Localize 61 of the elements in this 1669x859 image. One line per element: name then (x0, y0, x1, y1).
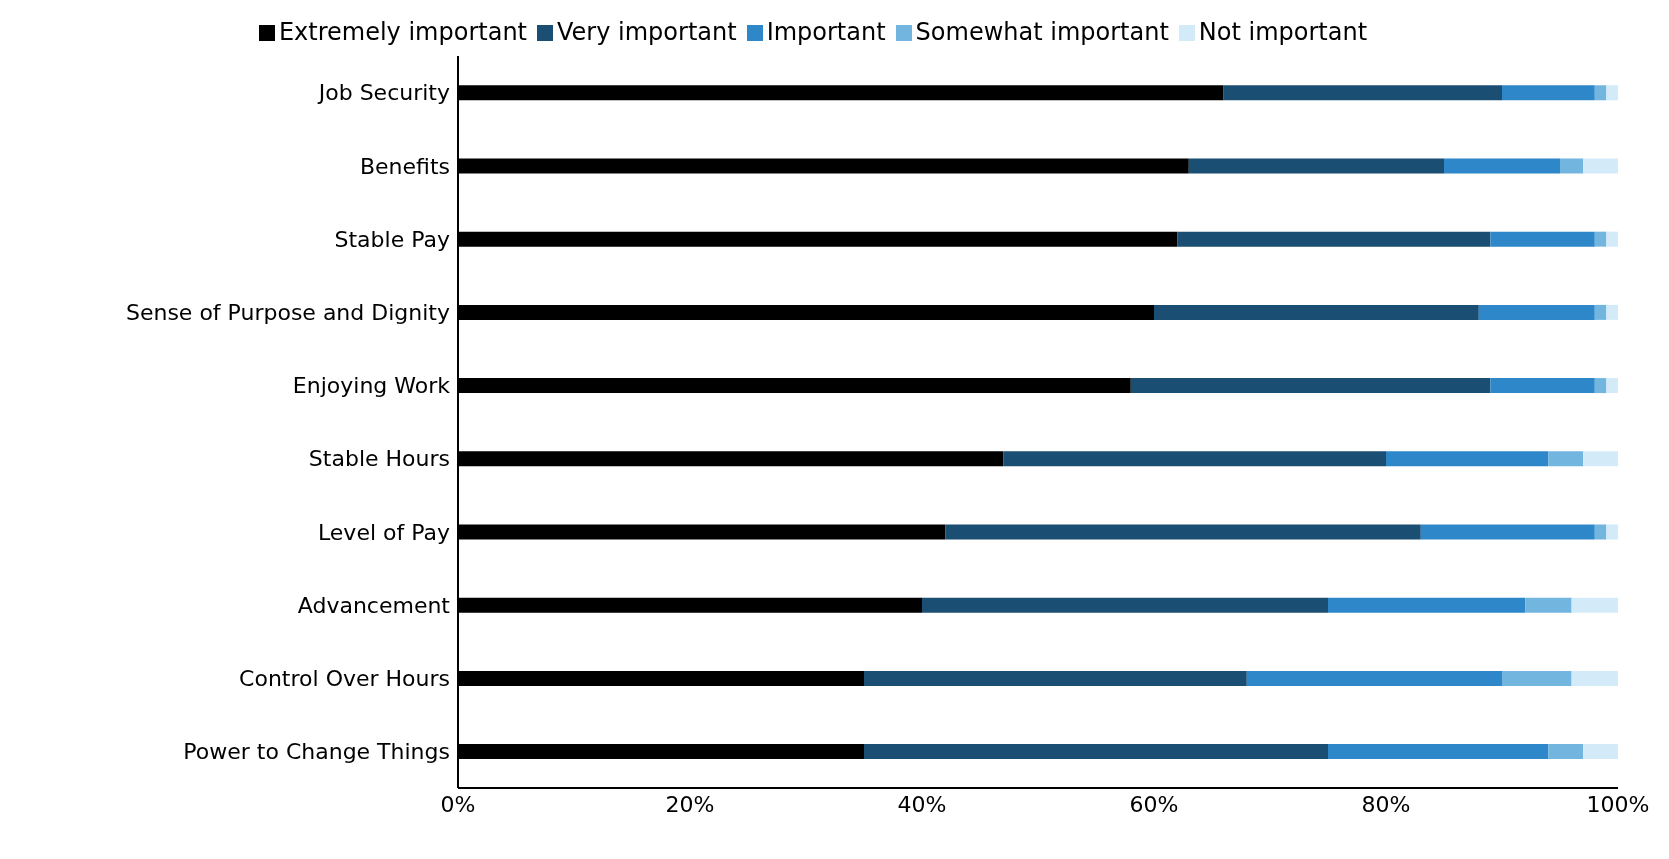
bar (1571, 670, 1618, 686)
x-tick-label: 60% (1129, 791, 1179, 817)
x-tick-label: 20% (665, 791, 715, 817)
bar (1594, 524, 1607, 540)
y-tick-label: Enjoying Work (292, 373, 451, 399)
y-tick-label: Stable Hours (308, 446, 450, 472)
bar (1583, 158, 1618, 174)
bar (1223, 85, 1502, 101)
bar (1154, 304, 1479, 320)
bar (1525, 597, 1572, 613)
bar (945, 524, 1421, 540)
bar (864, 670, 1247, 686)
bar (1560, 158, 1584, 174)
y-tick-label: Stable Pay (334, 226, 450, 252)
bar (1177, 231, 1491, 247)
bar (1130, 378, 1491, 394)
y-tick-label: Control Over Hours (239, 666, 450, 692)
bar (1478, 304, 1595, 320)
bar (864, 744, 1328, 760)
bar (1606, 304, 1618, 320)
bar (922, 597, 1328, 613)
x-tick-label: 100% (1586, 791, 1650, 817)
legend-label: Very important (557, 18, 737, 46)
bar (1548, 744, 1584, 760)
y-tick-label: Benefits (359, 153, 450, 179)
bar (1003, 451, 1386, 467)
bar (1420, 524, 1595, 540)
bar (1606, 524, 1618, 540)
bar (1606, 85, 1618, 101)
bar (1606, 378, 1618, 394)
legend-label: Somewhat important (915, 18, 1169, 46)
x-tick-label: 0% (440, 791, 476, 817)
bar (1594, 231, 1607, 247)
bar (1188, 158, 1444, 174)
bar (1328, 597, 1526, 613)
bar (1328, 744, 1549, 760)
y-tick-label: Level of Pay (317, 519, 450, 545)
bar (1571, 597, 1618, 613)
bar (1490, 231, 1595, 247)
bar (1594, 85, 1607, 101)
x-tick-label: 40% (897, 791, 947, 817)
bar (1502, 670, 1572, 686)
legend-label: Extremely important (278, 18, 528, 46)
y-tick-label: Advancement (297, 592, 451, 618)
bar (1490, 378, 1595, 394)
y-tick-label: Power to Change Things (183, 739, 450, 765)
y-tick-label: Job Security (316, 80, 450, 106)
bar (1502, 85, 1595, 101)
bar (1583, 744, 1618, 760)
bar (1548, 451, 1584, 467)
y-tick-label: Sense of Purpose and Dignity (125, 300, 450, 326)
bar (1583, 451, 1618, 467)
bar (1386, 451, 1549, 467)
bar (1594, 378, 1607, 394)
legend-label: Important (766, 18, 886, 46)
bar (1444, 158, 1560, 174)
bar (1594, 304, 1607, 320)
legend-label: Not important (1198, 18, 1368, 46)
x-tick-label: 80% (1361, 791, 1411, 817)
bar (1246, 670, 1502, 686)
bar (1606, 231, 1618, 247)
